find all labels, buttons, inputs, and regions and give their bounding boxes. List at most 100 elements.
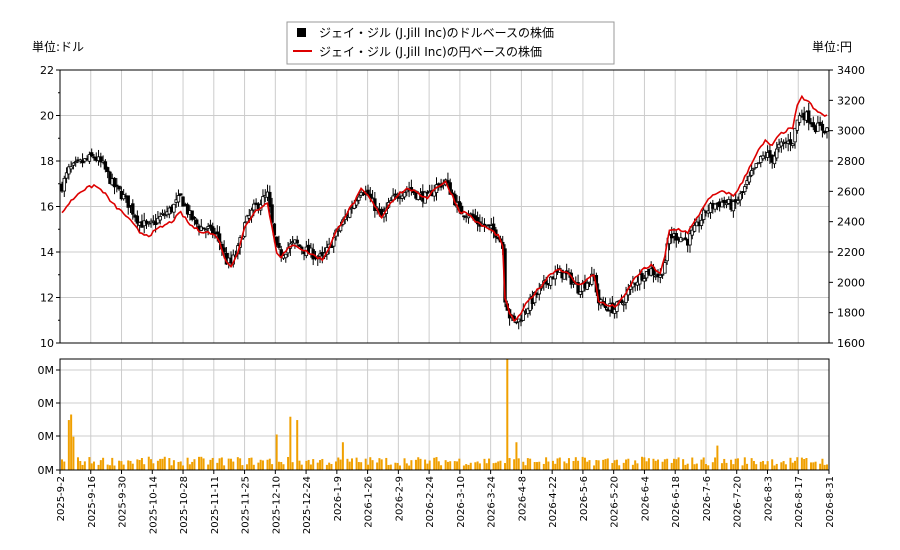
candle-body [179,193,183,196]
volume-bar [508,458,511,470]
candle-body [71,162,76,166]
candle-body [585,282,589,290]
volume-bar [280,461,283,470]
volume-bar [670,462,673,470]
volume-bar [266,459,269,470]
volume-bar [606,458,609,470]
candle-body [163,214,167,217]
volume-bar [588,460,591,470]
candle-body [779,141,784,147]
right-tick-label: 2600 [837,185,865,198]
candle-body [425,191,430,194]
candle-body [466,215,471,219]
volume-axis-ticks: 0M 0M 0M 0M [38,364,60,477]
volume-bar [625,459,628,470]
candle-body [126,195,130,208]
volume-bar [529,458,532,470]
volume-bar [207,464,210,470]
legend-yen-label: ジェイ・ジル (J.Jill Inc)の円ベースの株価 [319,44,542,59]
volume-bar [396,462,399,470]
volume-bar [506,359,509,470]
volume-bar [122,464,125,470]
volume-bar [657,459,660,470]
x-tick-label: 2026-7-20 [733,476,744,528]
candle-body [756,162,761,165]
volume-bar [111,457,114,470]
volume-bar [700,459,703,470]
volume-bar [622,462,625,470]
volume-bar [755,464,758,470]
volume-bar [492,463,495,470]
volume-bar [410,460,413,470]
volume-bar [803,459,806,470]
volume-bar [88,457,91,470]
candle-body [215,231,219,235]
volume-bar [250,457,253,470]
volume-bar [76,457,79,470]
volume-bar [385,457,388,470]
volume-bar [341,442,344,470]
candle-body [156,217,160,224]
volume-bar [478,463,481,470]
candle-body [690,229,694,236]
x-tick-label: 2025-10-28 [179,476,190,534]
left-tick-label: 12 [40,292,54,305]
volume-bar [218,458,221,470]
volume-bar [140,458,143,470]
volume-bar [595,460,598,470]
candle-body [699,219,704,226]
volume-bar [517,458,520,470]
volume-bar [321,458,324,470]
volume-bar [572,460,575,470]
volume-bar [90,463,93,470]
volume-bar [446,461,449,470]
candle-body [795,119,800,131]
candle-body [692,224,697,232]
left-tick-label: 10 [40,337,54,350]
volume-bar [316,462,319,470]
candle-body [820,123,825,131]
volume-bar [773,465,776,470]
volume-bar [545,457,548,470]
volume-bar [551,460,554,470]
candle-body [590,273,594,285]
candle-body [768,150,772,158]
x-tick-label: 2026-1-9 [333,476,344,521]
candle-body [772,155,777,165]
volume-bar [61,459,63,470]
candle-body [284,253,288,259]
volume-bar [522,461,525,470]
right-tick-label: 3000 [837,125,865,138]
candle-body [519,320,523,323]
volume-bar [364,458,367,470]
legend: ジェイ・ジル (J.Jill Inc)のドルベースの株価 ジェイ・ジル (J.J… [286,21,615,65]
volume-bar [67,420,70,470]
volume-bar [643,457,646,470]
volume-bar [163,456,166,470]
volume-bar [376,462,379,470]
volume-tick-label: 0M [38,464,55,477]
candle-body [738,193,742,201]
volume-bar [102,457,105,470]
candle-body [775,148,779,159]
volume-bar [780,462,783,470]
candle-body [89,152,94,157]
volume-bar [720,463,723,470]
candle-body [548,276,553,286]
candle-body [103,161,108,170]
candle-body [724,202,729,206]
volume-bar [583,457,586,470]
volume-bar [424,459,427,470]
volume-bar [615,459,618,470]
candle-body [823,130,827,134]
candle-body [405,189,409,193]
candle-body [811,122,815,128]
volume-bar [159,458,162,470]
volume-plot-frame [59,358,830,471]
volume-bar [223,465,226,470]
volume-bar [513,459,516,470]
volume-bar [177,461,180,470]
volume-bar [161,458,164,470]
volume-tick-label: 0M [38,397,55,410]
candle-body [176,195,181,203]
